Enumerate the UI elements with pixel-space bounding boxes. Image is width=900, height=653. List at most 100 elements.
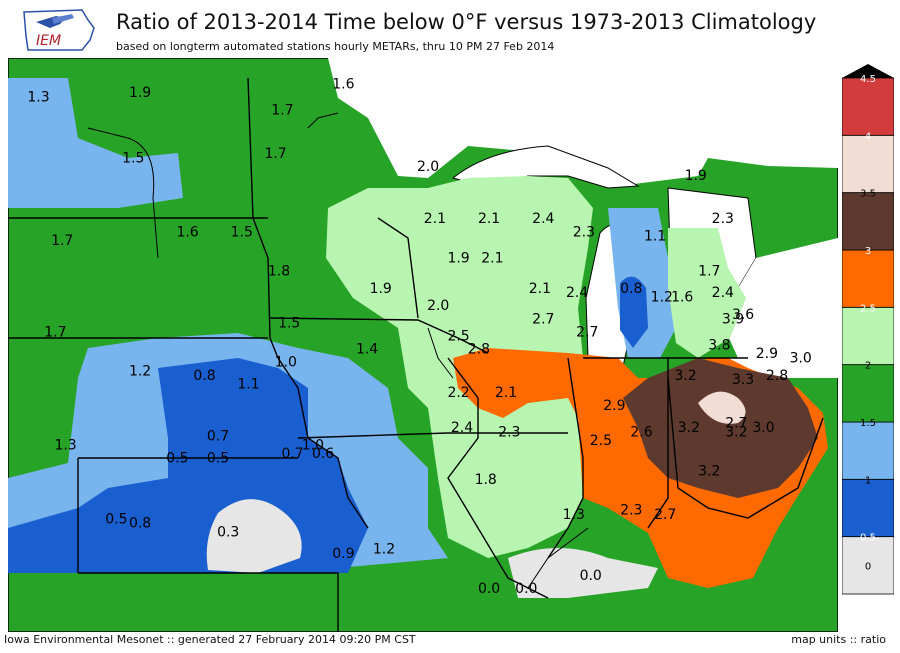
station-value-19: 2.1 <box>481 250 503 266</box>
station-value-50: 2.9 <box>603 398 625 414</box>
colorbar-bin-2 <box>841 421 895 480</box>
station-value-20: 1.9 <box>370 281 392 297</box>
station-value-78: 0.0 <box>580 568 602 584</box>
station-value-5: 1.7 <box>264 146 286 162</box>
logo-text: IEM <box>36 33 61 49</box>
colorbar-bin-3 <box>841 364 895 423</box>
station-value-69: 0.8 <box>129 516 151 532</box>
region-gray-ks <box>206 499 302 573</box>
station-value-24: 1.2 <box>651 290 673 306</box>
station-value-48: 2.2 <box>447 385 469 401</box>
colorbar-svg: 0 0.5 1 1.5 2 2.5 3 3.5 4 4.5 <box>841 64 895 595</box>
station-value-63: 0.7 <box>281 446 303 462</box>
station-value-11: 2.4 <box>532 211 554 227</box>
station-value-66: 3.2 <box>698 464 720 480</box>
region-gray-south <box>508 548 658 598</box>
station-value-27: 2.4 <box>712 285 734 301</box>
colorbar-bin-4 <box>841 306 895 366</box>
station-value-28: 2.0 <box>427 298 449 314</box>
station-value-54: 3.2 <box>678 420 700 436</box>
colorbar-tick-6: 3 <box>865 246 871 257</box>
station-value-2: 1.6 <box>332 76 354 92</box>
station-value-61: 0.5 <box>166 450 188 466</box>
station-value-41: 1.2 <box>129 363 151 379</box>
station-value-62: 0.5 <box>207 450 229 466</box>
station-value-22: 2.4 <box>566 285 588 301</box>
region-light-pink <box>698 391 746 424</box>
station-value-68: 0.5 <box>105 511 127 527</box>
station-value-33: 3.9 <box>722 311 744 327</box>
colorbar-tick-9: 4.5 <box>860 74 876 85</box>
station-value-59: 1.3 <box>54 437 76 453</box>
station-value-31: 2.7 <box>532 311 554 327</box>
station-value-37: 2.8 <box>468 342 490 358</box>
station-value-74: 0.9 <box>332 546 354 562</box>
station-value-49: 2.1 <box>495 385 517 401</box>
colorbar-extend-arrow <box>842 64 894 78</box>
station-value-23: 0.8 <box>620 281 642 297</box>
region-lightgreen-mi <box>668 228 746 358</box>
station-value-labels: 1.3 1.9 1.6 1.7 1.5 1.7 2.0 1.9 2.3 2.1 2.1 2.4 2.3 1… <box>27 76 811 597</box>
station-value-53: 2.6 <box>630 424 652 440</box>
colorbar-tick-0: 0 <box>865 561 871 572</box>
colorbar-bin-6 <box>841 192 895 251</box>
footer-credit: Iowa Environmental Mesonet :: generated … <box>4 633 416 646</box>
station-value-38: 3.8 <box>708 337 730 353</box>
station-value-64: 1.0 <box>302 437 324 453</box>
station-value-7: 1.9 <box>685 168 707 184</box>
ontario-region <box>720 238 838 358</box>
station-value-47: 2.8 <box>766 368 788 384</box>
station-value-35: 2.5 <box>447 329 469 345</box>
station-value-3: 1.7 <box>271 103 293 119</box>
station-value-56: 3.2 <box>725 424 747 440</box>
station-value-43: 1.1 <box>237 377 259 393</box>
canada-region <box>328 58 838 186</box>
region-brown <box>623 358 818 498</box>
station-value-46: 3.3 <box>732 372 754 388</box>
station-value-57: 3.0 <box>752 420 774 436</box>
station-value-34: 3.6 <box>732 307 754 323</box>
station-value-0: 1.3 <box>27 90 49 106</box>
station-value-44: 1.0 <box>275 355 297 371</box>
station-value-25: 1.6 <box>671 290 693 306</box>
station-value-51: 2.4 <box>451 420 473 436</box>
station-value-10: 2.1 <box>478 211 500 227</box>
station-value-36: 1.4 <box>356 342 378 358</box>
state-boundaries <box>8 77 824 632</box>
colorbar-tick-7: 3.5 <box>860 189 876 200</box>
iem-logo: IEM <box>23 9 95 51</box>
station-value-32: 2.7 <box>576 324 598 340</box>
station-value-30: 1.5 <box>278 316 300 332</box>
station-value-58: 2.5 <box>590 433 612 449</box>
map-title: Ratio of 2013-2014 Time below 0°F versus… <box>116 10 817 34</box>
station-value-9: 2.1 <box>424 211 446 227</box>
station-value-8: 2.3 <box>712 211 734 227</box>
colorbar-bin-0 <box>841 536 895 595</box>
station-value-14: 1.7 <box>51 233 73 249</box>
station-value-1: 1.9 <box>129 85 151 101</box>
station-value-73: 2.7 <box>654 507 676 523</box>
colorbar-bin-5 <box>841 249 895 308</box>
station-value-26: 1.7 <box>698 263 720 279</box>
colorbar-tick-4: 2 <box>865 361 871 372</box>
station-value-71: 1.3 <box>563 507 585 523</box>
station-value-45: 3.2 <box>674 368 696 384</box>
station-value-4: 1.5 <box>122 150 144 166</box>
region-lightblue-nd <box>8 78 183 208</box>
colorbar-tick-3: 1.5 <box>860 418 876 429</box>
station-value-65: 0.6 <box>312 446 334 462</box>
colorbar-bin-1 <box>841 478 895 537</box>
station-value-72: 2.3 <box>620 503 642 519</box>
station-value-40: 3.0 <box>790 350 812 366</box>
station-value-17: 1.8 <box>268 263 290 279</box>
station-value-60: 0.7 <box>207 429 229 445</box>
station-value-21: 2.1 <box>529 281 551 297</box>
station-value-75: 1.2 <box>373 542 395 558</box>
station-value-39: 2.9 <box>756 346 778 362</box>
colorbar-tick-8: 4 <box>865 131 871 142</box>
station-value-6: 2.0 <box>417 159 439 175</box>
station-value-18: 1.9 <box>447 250 469 266</box>
station-value-12: 2.3 <box>573 224 595 240</box>
station-value-52: 2.3 <box>498 424 520 440</box>
station-value-67: 1.8 <box>475 472 497 488</box>
